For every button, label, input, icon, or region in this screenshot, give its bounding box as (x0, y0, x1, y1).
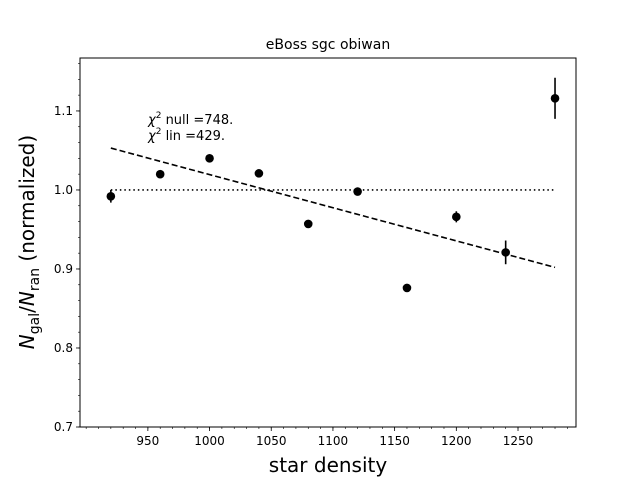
chart-title: eBoss sgc obiwan (266, 37, 390, 53)
data-point (353, 187, 362, 196)
y-label-rest: (normalized) (15, 135, 39, 268)
data-point (254, 169, 264, 178)
y-label-sub1: gal (27, 313, 43, 334)
y-label-sub2: ran (27, 268, 43, 291)
x-tick-label: 1200 (441, 434, 472, 448)
data-point (452, 212, 461, 222)
y-tick-label: 1.0 (54, 183, 73, 197)
data-point (155, 169, 165, 179)
x-tick-label: 1100 (318, 434, 349, 448)
x-tick-label: 950 (136, 434, 159, 448)
annotation-chi2-null: χ2 null =748. (147, 111, 233, 128)
data-points (106, 77, 560, 293)
stats-annotation: χ2 null =748. χ2 lin =429. (147, 111, 233, 144)
y-label-n2: N (15, 291, 39, 306)
data-point (205, 154, 214, 163)
data-point (402, 283, 412, 293)
axes-frame (79, 57, 577, 428)
data-point (106, 191, 116, 201)
major-ticks (76, 110, 519, 431)
data-point (303, 219, 313, 229)
plot-area: 950 1000 1050 1100 1150 1200 1250 0.7 0.8 0.9 1.0 1… (54, 57, 577, 448)
x-tick-label: 1050 (256, 434, 287, 448)
y-tick-label: 1.1 (54, 104, 73, 118)
x-tick-label: 1150 (379, 434, 410, 448)
annotation-chi2-lin-text: lin =429. (161, 129, 225, 144)
tick-labels: 950 1000 1050 1100 1150 1200 1250 0.7 0.8 0.9 1.0 1… (54, 104, 533, 448)
annotation-chi2-lin-sup: 2 (156, 127, 162, 137)
linear-fit-line (110, 147, 556, 269)
data-point (501, 248, 510, 257)
y-tick-label: 0.7 (54, 420, 73, 434)
y-tick-label: 0.8 (54, 341, 73, 355)
x-axis-label: star density (269, 453, 388, 477)
reference-lines (110, 147, 556, 269)
data-point (550, 93, 560, 103)
annotation-chi2-null-text: null =748. (161, 113, 233, 128)
y-tick-label: 0.9 (54, 262, 73, 276)
y-axis-label: Ngal/Nran (normalized) (15, 135, 43, 349)
y-label-n1: N (15, 334, 39, 349)
annotation-chi2-lin: χ2 lin =429. (147, 127, 225, 144)
x-tick-label: 1000 (194, 434, 225, 448)
annotation-chi2-null-sup: 2 (156, 111, 162, 121)
y-label-slash: / (15, 306, 39, 313)
x-tick-label: 1250 (503, 434, 534, 448)
